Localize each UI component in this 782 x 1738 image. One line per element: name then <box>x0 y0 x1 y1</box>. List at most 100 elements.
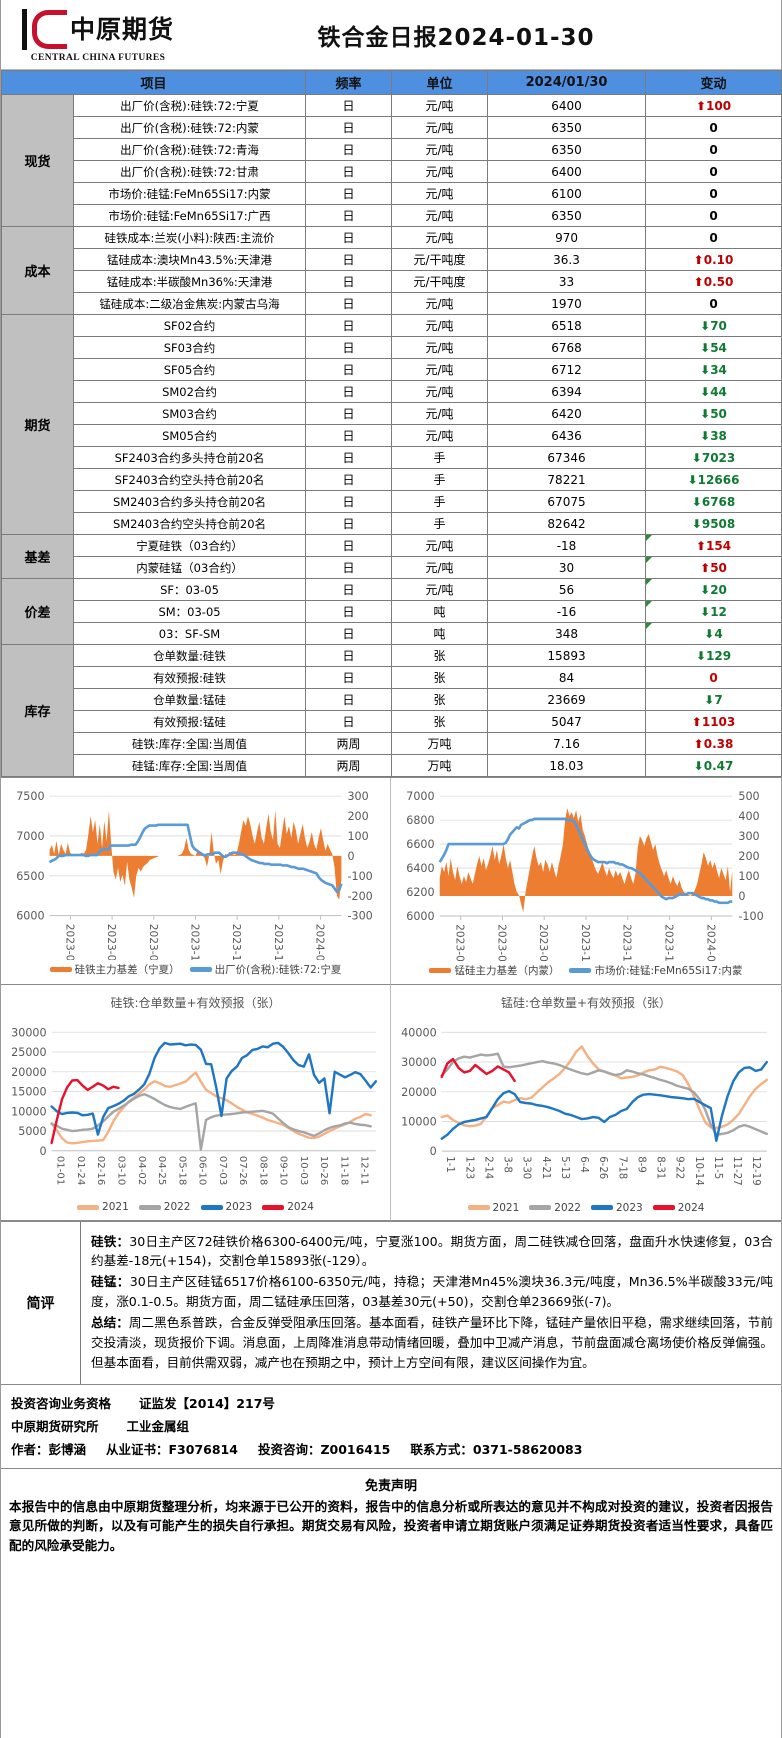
cell-change: ⬇0.47 <box>645 754 782 777</box>
cell-unit: 张 <box>391 688 489 711</box>
svg-text:0: 0 <box>738 890 745 903</box>
cell-value: 84 <box>487 666 647 689</box>
cell-unit: 手 <box>391 446 489 469</box>
disclaimer-text: 本报告中的信息由中原期货整理分析，均来源于已公开的资料，报告中的信息分析或所表达… <box>9 1498 773 1553</box>
cell-item: 有效预报:锰硅 <box>72 710 307 733</box>
cell-item: 有效预报:硅铁 <box>72 666 307 689</box>
cell-change: ⬆154 <box>645 534 782 557</box>
arrow-up-icon: ⬆ <box>693 736 704 751</box>
svg-text:0: 0 <box>39 1145 46 1158</box>
chart-4-plot: 0 10000 20000 30000 40000 1-1 1-23 2-14 3-8 3-30 4… <box>393 1012 779 1200</box>
svg-text:15000: 15000 <box>11 1085 46 1098</box>
cell-item: 出厂价(含税):硅铁:72:内蒙 <box>72 116 307 139</box>
arrow-down-icon: ⬇ <box>704 626 715 641</box>
svg-text:500: 500 <box>738 790 759 803</box>
cell-change: ⬆50 <box>645 556 782 579</box>
legend-item-1: 出厂价(含税):硅铁:72:宁夏 <box>189 962 341 977</box>
cell-change: ⬇38 <box>645 424 782 447</box>
cell-frequency: 日 <box>305 358 393 381</box>
table-row: SM2403合约空头持仓前20名日手 82642 ⬇9508 <box>2 512 782 535</box>
table-row: 有效预报:硅铁日张 84 0 <box>2 666 782 689</box>
svg-text:6000: 6000 <box>406 910 434 923</box>
cell-change: ⬇6768 <box>645 490 782 513</box>
cell-change: 0 <box>645 116 782 139</box>
cell-frequency: 日 <box>305 534 393 557</box>
cell-unit: 元/吨 <box>391 138 489 161</box>
table-row: 现货 出厂价(含税):硅铁:72:宁夏日元/吨 6400 ⬆100 <box>1 94 782 227</box>
commentary-body: 硅铁：30日主产区72硅铁价格6300-6400元/吨，宁夏涨100。期货方面，… <box>81 1222 781 1384</box>
table-row: SM：03-05 日吨 -16 ⬇12 <box>2 600 782 623</box>
cell-value: 6518 <box>487 314 647 337</box>
cell-unit: 元/吨 <box>391 182 489 205</box>
legend-swatch-icon <box>189 967 212 973</box>
cell-value: 6712 <box>487 358 647 381</box>
cell-frequency: 日 <box>305 600 393 623</box>
cell-frequency: 日 <box>305 380 393 403</box>
svg-text:7000: 7000 <box>406 790 434 803</box>
cell-value: 6350 <box>487 138 647 161</box>
svg-text:2023-12: 2023-12 <box>272 924 285 960</box>
cell-unit: 元/干吨度 <box>391 270 489 293</box>
table-row: 出厂价(含税):硅铁:72:内蒙日元/吨 6350 0 <box>2 116 782 139</box>
table-row: 有效预报:锰硅日张 5047 ⬆1103 <box>2 710 782 733</box>
svg-text:2023-08: 2023-08 <box>105 924 118 960</box>
svg-text:6500: 6500 <box>16 870 44 883</box>
disclaimer-title: 免责声明 <box>364 1478 417 1494</box>
table-row: SM03合约日元/吨 6420 ⬇50 <box>2 402 782 425</box>
commentary-paragraph-2: 总结：周二黑色系普跌，合金反弹受阻承压回落。基本面看，硅铁产量环比下降，锰硅产量… <box>91 1315 774 1370</box>
cell-item: 硅铁:库存:全国:当周值 <box>72 732 307 755</box>
svg-text:1-23: 1-23 <box>463 1156 474 1179</box>
svg-text:100: 100 <box>738 870 759 883</box>
commentary-paragraph-1: 硅锰：30日主产区硅锰6517价格6100-6350元/吨，持稳；天津港Mn45… <box>91 1274 773 1310</box>
cell-frequency: 日 <box>305 314 393 337</box>
table-row: 锰硅成本:二级冶金焦炭:内蒙古乌海日元/吨 1970 0 <box>2 292 782 315</box>
svg-text:20000: 20000 <box>401 1085 437 1098</box>
svg-text:4-21: 4-21 <box>540 1156 551 1179</box>
cell-item: SF02合约 <box>72 314 307 337</box>
cell-item: SM03合约 <box>72 402 307 425</box>
svg-text:2023-12: 2023-12 <box>663 924 676 961</box>
cell-frequency: 日 <box>305 710 393 733</box>
svg-text:12-19: 12-19 <box>750 1156 761 1185</box>
category-cell-3: 基差 <box>1 534 74 579</box>
svg-text:0: 0 <box>430 1145 437 1158</box>
svg-text:02-16: 02-16 <box>95 1156 106 1185</box>
cell-value: 6394 <box>487 380 647 403</box>
cell-item: 硅锰:库存:全国:当周值 <box>72 754 307 777</box>
cell-frequency: 两周 <box>305 754 393 777</box>
metrics-table: 项目 频率 单位 2024/01/30 变动 现货 出厂价(含税):硅铁:72:宁… <box>0 70 782 777</box>
svg-text:1-1: 1-1 <box>444 1156 455 1173</box>
cell-value: 78221 <box>487 468 647 491</box>
arrow-down-icon: ⬇ <box>700 340 711 355</box>
svg-text:3-30: 3-30 <box>521 1156 532 1179</box>
table-row: SF2403合约空头持仓前20名日手 78221 ⬇12666 <box>2 468 782 491</box>
chart-4-title: 锰硅:仓单数量+有效预报（张） <box>500 995 672 1010</box>
cell-unit: 万吨 <box>391 754 489 777</box>
cell-item: SM2403合约空头持仓前20名 <box>72 512 307 535</box>
table-body: 现货 出厂价(含税):硅铁:72:宁夏日元/吨 6400 ⬆100 出厂价(含税):硅铁… <box>1 94 782 777</box>
svg-text:200: 200 <box>738 850 759 863</box>
cell-change: ⬇129 <box>645 644 782 667</box>
cell-item: SM2403合约多头持仓前20名 <box>72 490 307 513</box>
svg-text:05-18: 05-18 <box>176 1156 187 1185</box>
cell-unit: 手 <box>391 468 489 491</box>
cell-frequency: 日 <box>305 424 393 447</box>
cell-unit: 张 <box>391 644 489 667</box>
svg-text:08-18: 08-18 <box>257 1156 268 1185</box>
category-cell-2: 期货 <box>1 314 74 535</box>
cell-unit: 元/吨 <box>391 94 489 117</box>
footer-section: 投资咨询业务资格 证监发【2014】217号 中原期货研究所 工业金属组 作者：… <box>1 1385 781 1469</box>
cell-value: 6100 <box>487 182 647 205</box>
cell-value: 970 <box>487 226 647 249</box>
cell-unit: 元/吨 <box>391 402 489 425</box>
legend-item-1: 市场价:硅锰:FeMn65Si17:内蒙 <box>569 963 743 978</box>
cell-value: 348 <box>487 622 647 645</box>
cell-unit: 元/吨 <box>391 336 489 359</box>
cell-frequency: 日 <box>305 666 393 689</box>
cell-item: 硅铁成本:兰炭(小料):陕西:主流价 <box>72 226 307 249</box>
svg-text:2023-09: 2023-09 <box>537 924 550 961</box>
svg-text:9-22: 9-22 <box>674 1156 685 1179</box>
cell-value: 7.16 <box>487 732 647 755</box>
svg-text:2023-07: 2023-07 <box>454 924 467 961</box>
cell-frequency: 两周 <box>305 732 393 755</box>
